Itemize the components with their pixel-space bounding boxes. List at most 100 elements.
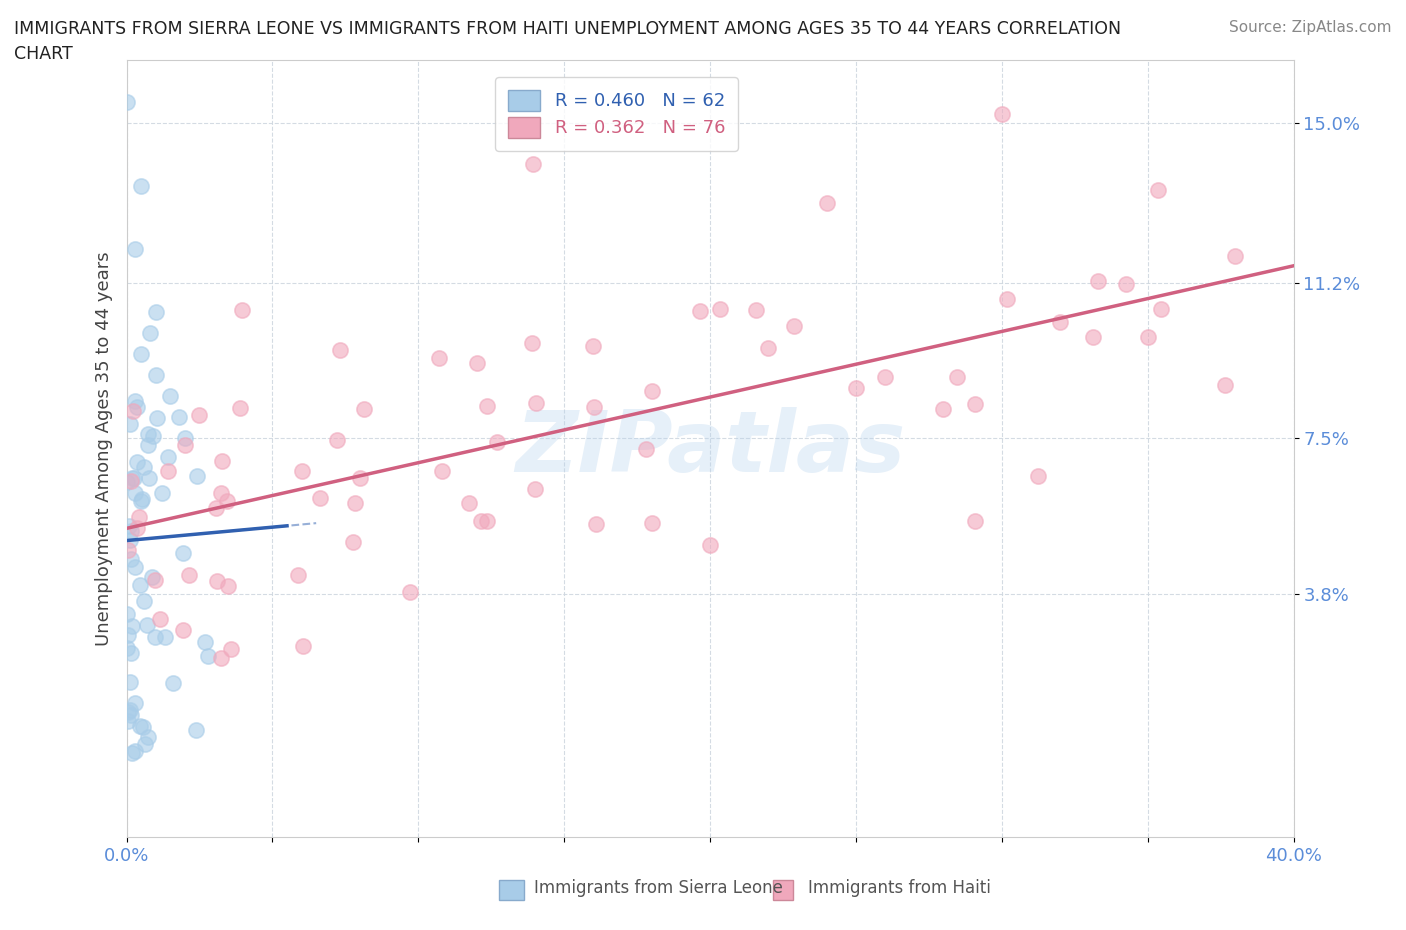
Point xyxy=(132,719,155,734)
Point xyxy=(1115,276,1137,291)
Point xyxy=(127,400,149,415)
Point xyxy=(153,630,176,644)
Point xyxy=(205,500,228,515)
Point xyxy=(124,242,146,257)
Point xyxy=(197,649,219,664)
Point xyxy=(115,641,138,656)
Point xyxy=(205,574,228,589)
Point xyxy=(184,723,207,737)
Point xyxy=(209,650,232,665)
Point xyxy=(157,450,180,465)
Point xyxy=(143,572,166,587)
Point xyxy=(582,400,605,415)
Point xyxy=(132,593,155,608)
Point xyxy=(641,383,664,398)
Point xyxy=(129,578,152,592)
Point xyxy=(1223,248,1246,263)
Point xyxy=(291,639,314,654)
Point xyxy=(470,513,492,528)
Point xyxy=(136,426,159,441)
Point xyxy=(783,319,806,334)
Point xyxy=(132,459,155,474)
Point xyxy=(689,303,711,318)
Point xyxy=(524,395,547,410)
Point xyxy=(349,470,371,485)
Text: IMMIGRANTS FROM SIERRA LEONE VS IMMIGRANTS FROM HAITI UNEMPLOYMENT AMONG AGES 35: IMMIGRANTS FROM SIERRA LEONE VS IMMIGRAN… xyxy=(14,20,1121,38)
Point xyxy=(815,195,838,210)
Point xyxy=(124,696,146,711)
Point xyxy=(138,470,160,485)
Point xyxy=(640,516,664,531)
Point xyxy=(187,408,209,423)
Point xyxy=(143,630,166,644)
Point xyxy=(120,552,142,567)
Legend: R = 0.460   N = 62, R = 0.362   N = 76: R = 0.460 N = 62, R = 0.362 N = 76 xyxy=(495,77,738,151)
Point xyxy=(136,729,159,744)
Point xyxy=(217,493,239,508)
Point xyxy=(217,578,239,593)
Point xyxy=(430,463,453,478)
Point xyxy=(229,400,252,415)
Point xyxy=(162,676,184,691)
Point xyxy=(128,719,150,734)
Point xyxy=(117,543,139,558)
Point xyxy=(142,429,165,444)
Point xyxy=(709,302,731,317)
Point xyxy=(342,535,364,550)
Point xyxy=(290,463,312,478)
Point xyxy=(1087,273,1109,288)
Point xyxy=(159,389,181,404)
Point xyxy=(129,179,152,193)
Point xyxy=(127,520,149,535)
Y-axis label: Unemployment Among Ages 35 to 44 years: Unemployment Among Ages 35 to 44 years xyxy=(94,251,112,646)
Point xyxy=(209,486,232,501)
Point xyxy=(131,491,153,506)
Point xyxy=(756,340,779,355)
Point xyxy=(194,634,217,649)
Point xyxy=(845,381,868,396)
Text: ZIPatlas: ZIPatlas xyxy=(515,407,905,490)
Point xyxy=(582,339,605,353)
Point xyxy=(1026,468,1049,483)
Point xyxy=(120,707,142,722)
Point xyxy=(118,703,141,718)
Point xyxy=(522,157,544,172)
Point xyxy=(120,524,142,538)
Point xyxy=(117,628,139,643)
Point xyxy=(475,513,498,528)
Point xyxy=(353,402,375,417)
Point xyxy=(129,494,152,509)
Point xyxy=(145,305,167,320)
Text: Immigrants from Haiti: Immigrants from Haiti xyxy=(808,879,991,897)
Point xyxy=(117,704,139,719)
Point xyxy=(118,518,141,533)
Text: Immigrants from Sierra Leone: Immigrants from Sierra Leone xyxy=(534,879,783,897)
Point xyxy=(134,737,156,751)
Point xyxy=(231,302,253,317)
Point xyxy=(129,347,152,362)
Point xyxy=(141,569,163,584)
Point xyxy=(343,496,366,511)
Point xyxy=(122,471,145,485)
Point xyxy=(398,584,420,599)
Point xyxy=(120,645,142,660)
Point xyxy=(429,351,451,365)
Point xyxy=(172,623,194,638)
Point xyxy=(121,618,143,633)
Point xyxy=(186,469,208,484)
Point xyxy=(634,442,657,457)
Point xyxy=(1150,302,1173,317)
Point xyxy=(1049,314,1071,329)
Point xyxy=(120,417,142,432)
Point xyxy=(745,302,768,317)
Point xyxy=(136,618,159,632)
Point xyxy=(124,485,146,500)
Point xyxy=(177,567,200,582)
Point xyxy=(309,490,332,505)
Point xyxy=(329,343,352,358)
Point xyxy=(138,438,160,453)
Point xyxy=(118,674,141,689)
Point xyxy=(1147,182,1170,197)
Point xyxy=(990,106,1012,121)
Point xyxy=(121,471,143,485)
